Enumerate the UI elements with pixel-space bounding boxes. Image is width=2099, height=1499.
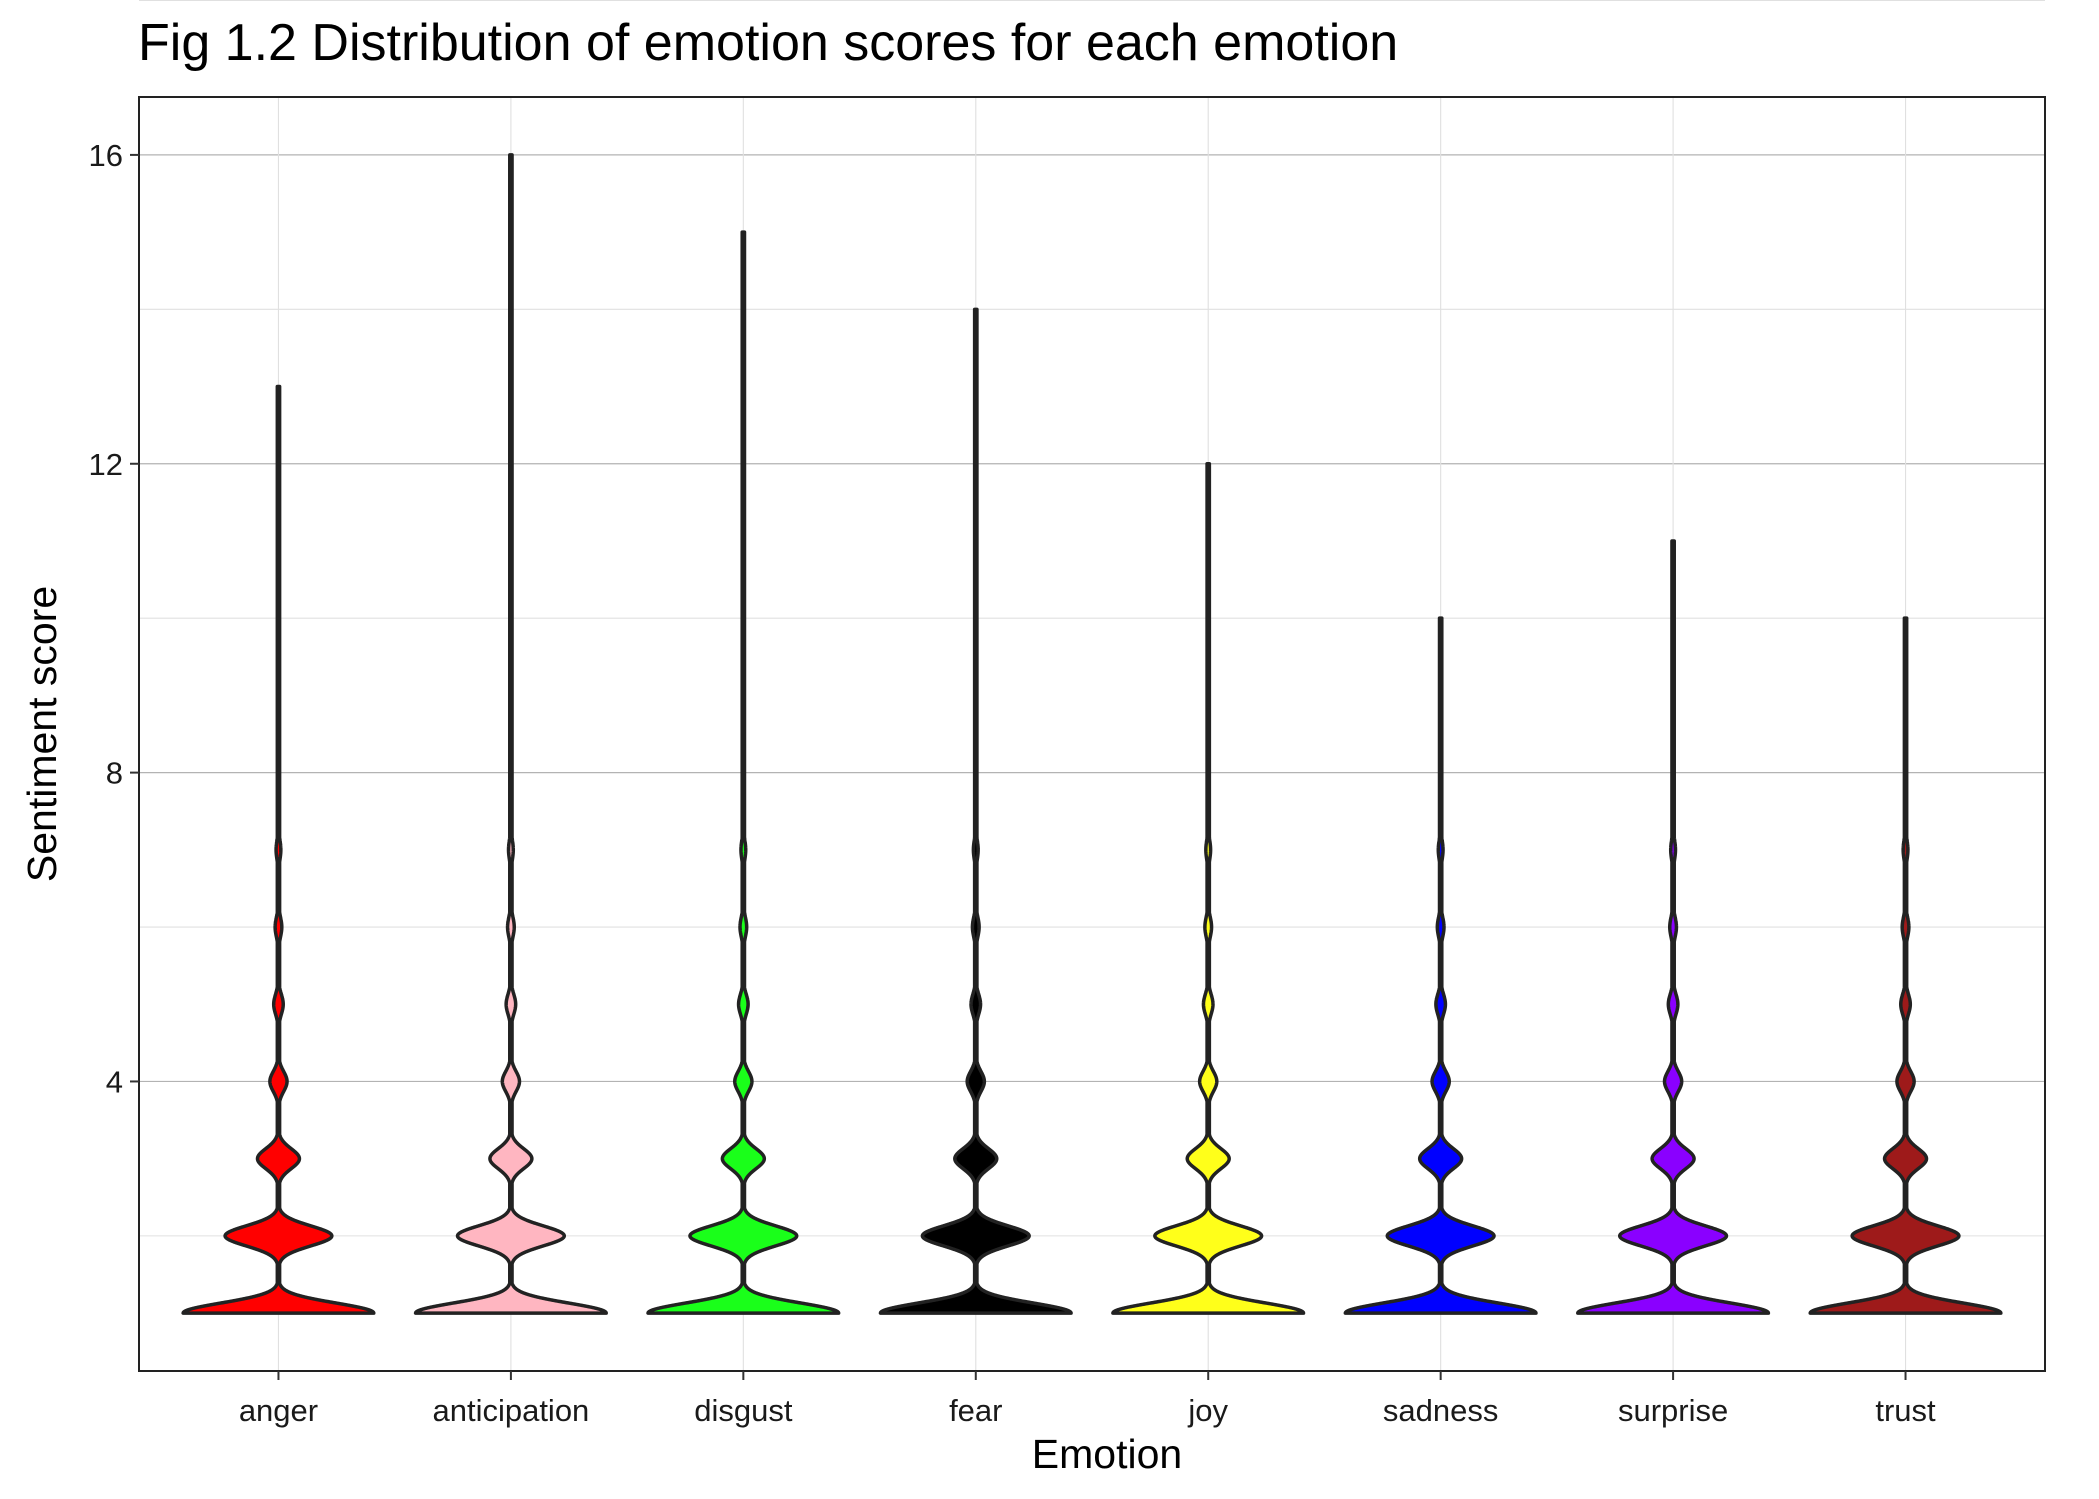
x-tick-label-sadness: sadness	[1383, 1393, 1498, 1428]
x-tick-label-disgust: disgust	[694, 1393, 793, 1428]
y-tick-label: 12	[89, 447, 123, 482]
violins	[181, 153, 2003, 1315]
x-tick-label-joy: joy	[1187, 1393, 1228, 1428]
x-axis-ticks: anger anticipation disgust fear joy sadness su…	[239, 1371, 1936, 1428]
x-tick-label-anger: anger	[239, 1393, 318, 1428]
plot-panel-border	[138, 96, 2046, 1372]
violin-anticipation	[413, 153, 608, 1315]
y-axis-ticks: 4 8 12 16	[89, 138, 139, 1099]
violin-trust	[1808, 616, 2003, 1315]
violin-fear	[878, 307, 1073, 1315]
grid-lines	[139, 0, 2045, 1371]
violin-surprise	[1576, 539, 1771, 1315]
x-tick-label-anticipation: anticipation	[432, 1393, 589, 1428]
chart-title: Fig 1.2 Distribution of emotion scores f…	[138, 14, 1398, 72]
y-tick-label: 4	[106, 1064, 123, 1099]
violin-joy	[1111, 462, 1306, 1315]
y-axis-title: Sentiment score	[19, 586, 65, 882]
violin-sadness	[1343, 616, 1538, 1315]
x-tick-label-fear: fear	[949, 1393, 1002, 1428]
y-tick-label: 8	[106, 756, 123, 791]
y-tick-label: 16	[89, 138, 123, 173]
x-tick-label-trust: trust	[1875, 1393, 1936, 1428]
violin-disgust	[646, 230, 841, 1315]
x-tick-label-surprise: surprise	[1618, 1393, 1728, 1428]
x-axis-title: Emotion	[1032, 1431, 1182, 1477]
violin-anger	[181, 384, 376, 1315]
